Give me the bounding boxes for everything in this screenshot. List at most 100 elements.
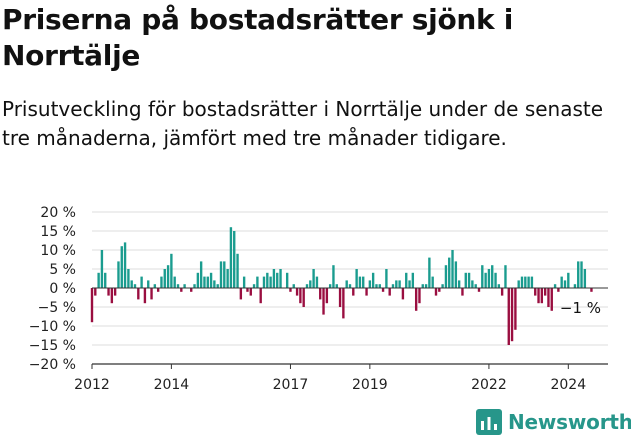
bar (309, 280, 312, 288)
bar (398, 280, 401, 288)
bar (358, 276, 362, 288)
x-tick-label: 2014 (154, 377, 190, 393)
bar (342, 288, 345, 319)
bar (196, 272, 200, 288)
bar (504, 265, 507, 288)
bar (550, 288, 553, 311)
bar (338, 288, 342, 307)
bar (573, 284, 577, 288)
bar (156, 288, 160, 292)
bar (262, 276, 266, 288)
y-tick-label: 0 % (49, 281, 76, 297)
bar (199, 261, 203, 288)
bar (580, 261, 583, 288)
bar (315, 276, 319, 288)
bar (560, 276, 563, 288)
y-tick-label: 10 % (40, 243, 76, 259)
bar (401, 288, 405, 300)
bar (352, 288, 355, 296)
bar (500, 288, 504, 296)
bar (507, 288, 510, 345)
bar (424, 284, 428, 288)
bar (517, 280, 520, 288)
bar (226, 269, 229, 288)
bar (107, 288, 110, 296)
bar (100, 250, 104, 288)
bar (190, 288, 193, 292)
bar (213, 280, 216, 288)
bar (487, 269, 491, 288)
bar (325, 288, 329, 304)
bar (295, 288, 299, 296)
bar (123, 242, 127, 288)
bar (448, 257, 451, 288)
y-tick-label: 15 % (40, 224, 76, 240)
bar (233, 231, 236, 288)
bar (362, 276, 365, 288)
bar (94, 288, 97, 296)
y-tick-label: −20 % (29, 357, 76, 373)
bar (266, 272, 269, 288)
bar (110, 288, 114, 304)
bar (421, 284, 424, 288)
bar (332, 265, 335, 288)
bar (140, 276, 143, 288)
bar (147, 280, 150, 288)
bar (471, 280, 474, 288)
bar (461, 288, 464, 296)
y-tick-label: −5 % (38, 300, 76, 316)
bar (540, 288, 544, 304)
bar (395, 280, 398, 288)
bar (543, 288, 547, 296)
bar (180, 288, 183, 292)
chart-title: Priserna på bostadsrätter sjönk i Norrtä… (2, 3, 514, 72)
bar (176, 284, 180, 288)
bar (173, 276, 176, 288)
bar (305, 284, 309, 288)
bar (183, 284, 186, 288)
bar (322, 288, 325, 315)
bar (371, 272, 375, 288)
bar (494, 272, 497, 288)
bar (537, 288, 540, 304)
bar (375, 284, 378, 288)
bar (477, 288, 481, 292)
bar (335, 284, 338, 288)
bar (153, 284, 157, 288)
bar (431, 276, 434, 288)
bar (388, 288, 391, 296)
bar (414, 288, 418, 311)
bar (484, 272, 487, 288)
bar (547, 288, 550, 307)
bar (130, 280, 133, 288)
bar (441, 284, 444, 288)
bar (444, 265, 448, 288)
bar (193, 284, 196, 288)
bar (457, 280, 461, 288)
bar (276, 272, 279, 288)
x-axis-ticks: 2012 2014 2017 2019 2022 2024 (74, 364, 586, 393)
bar (590, 288, 593, 292)
bars (90, 227, 593, 345)
bar (216, 284, 219, 288)
bar (137, 288, 140, 300)
bar (520, 276, 524, 288)
bar (252, 284, 256, 288)
bar (534, 288, 537, 296)
bar (163, 269, 166, 288)
chart-subtitle: Prisutveckling för bostadsrätter i Norrt… (2, 97, 604, 150)
bar (269, 276, 272, 288)
bar (474, 284, 477, 288)
bar (97, 272, 100, 288)
bar (491, 265, 494, 288)
bar (239, 288, 243, 300)
bar (272, 269, 276, 288)
bar (249, 288, 252, 296)
bar (557, 288, 560, 292)
bar (378, 284, 381, 288)
x-axis (92, 287, 608, 365)
latest-value-label: −1 % (560, 299, 601, 317)
x-tick-label: 2019 (352, 377, 388, 393)
bar (289, 288, 292, 292)
bar (223, 261, 226, 288)
